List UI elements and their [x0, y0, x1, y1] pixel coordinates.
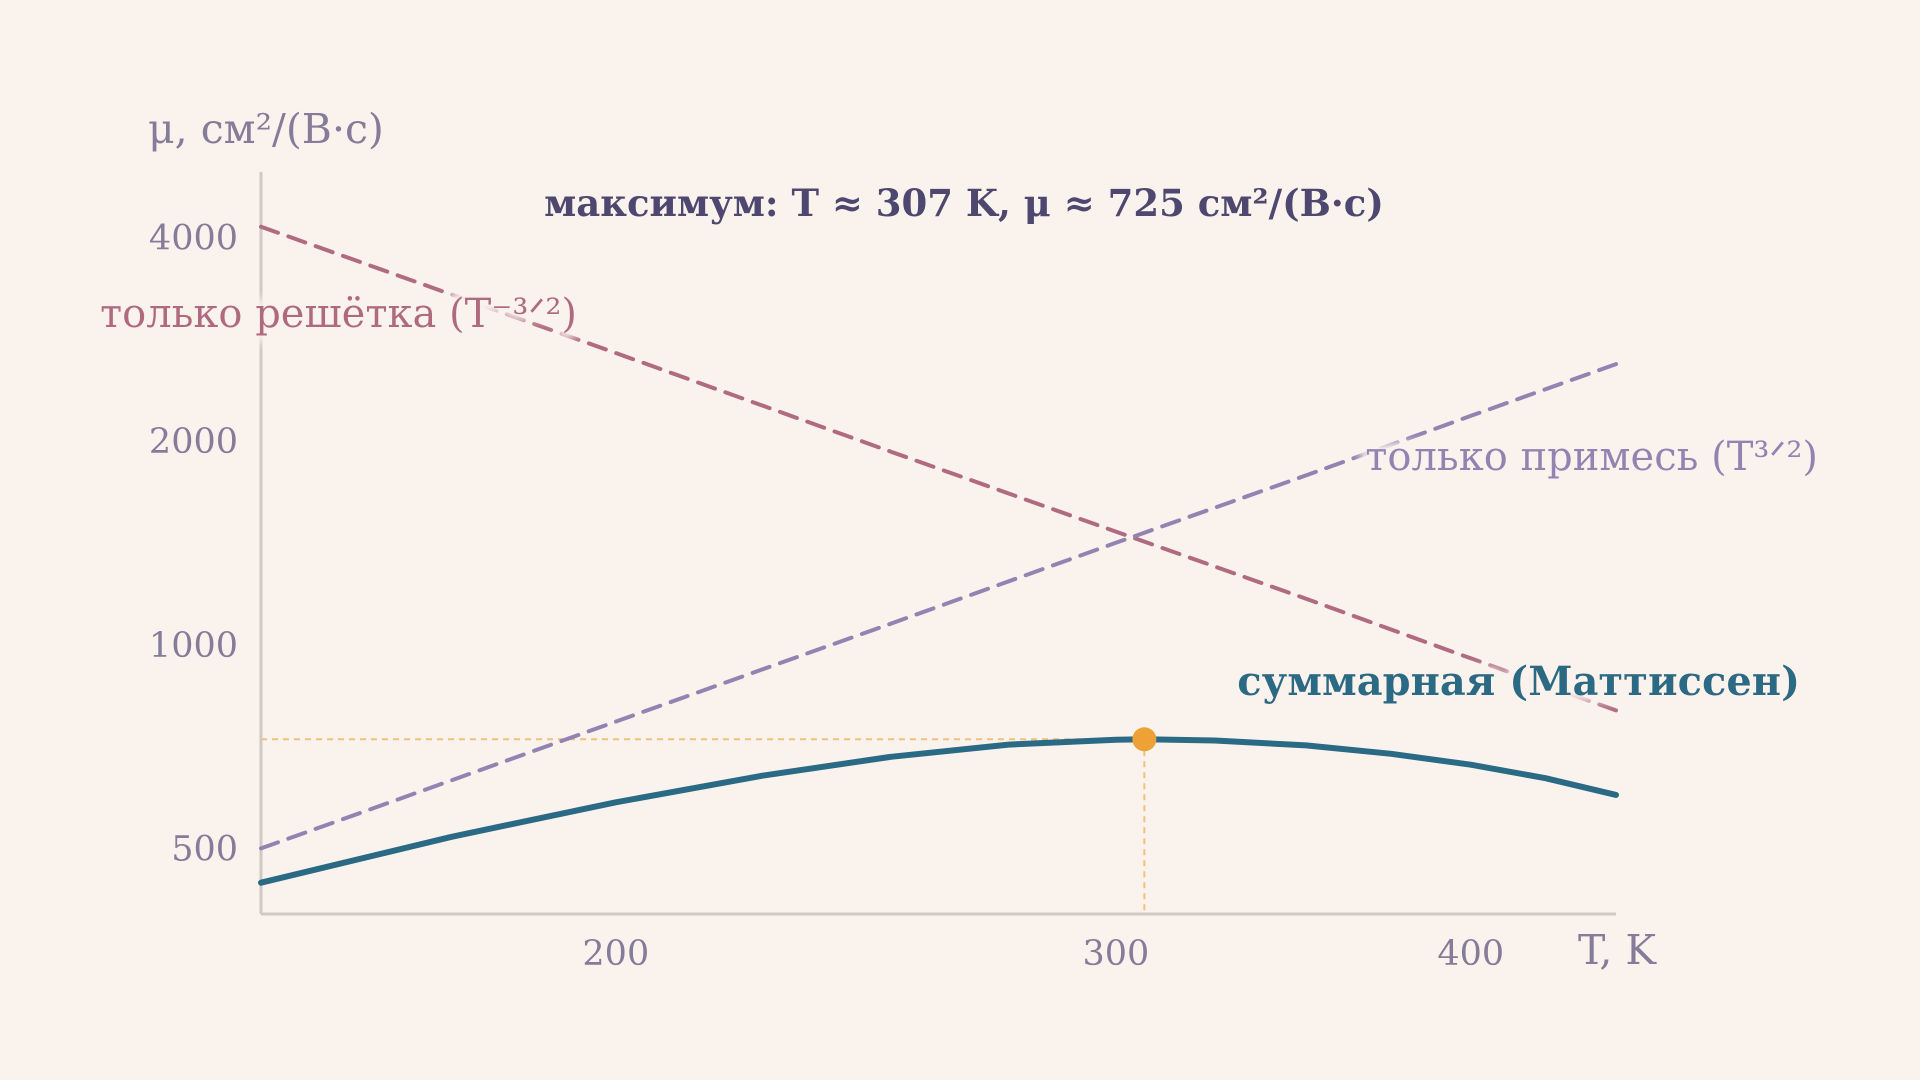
y-tick-label: 4000 [149, 219, 238, 259]
y-tick-label: 2000 [149, 422, 238, 462]
ticks-layer: 500 1000 2000 4000 200 300 400 [149, 219, 1504, 974]
x-axis-label: T, K [1578, 926, 1657, 974]
maximum-annotation: максимум: T ≈ 307 K, μ ≈ 725 см²/(В·с) [544, 181, 1384, 225]
y-axis-label: μ, см²/(В·с) [148, 105, 384, 153]
total-matthiessen-line [258, 736, 1619, 886]
x-tick-label: 200 [582, 934, 649, 974]
y-tick-label: 500 [171, 829, 238, 869]
x-tick-label: 300 [1083, 934, 1150, 974]
maximum-guides [261, 738, 1146, 914]
impurity-only-line [259, 362, 1618, 851]
lattice-only-line [259, 224, 1618, 713]
lattice-only-label: только решётка (T⁻³ᐟ²) [100, 291, 577, 337]
maximum-marker [1132, 727, 1157, 752]
series-labels: только решётка (T⁻³ᐟ²) только примесь (T³… [100, 291, 1818, 705]
series-layer [258, 224, 1619, 886]
y-tick-label: 1000 [149, 626, 238, 666]
x-tick-label: 400 [1437, 934, 1504, 974]
total-matthiessen-label: суммарная (Маттиссен) [1237, 658, 1800, 705]
impurity-only-label: только примесь (T³ᐟ²) [1365, 434, 1818, 480]
